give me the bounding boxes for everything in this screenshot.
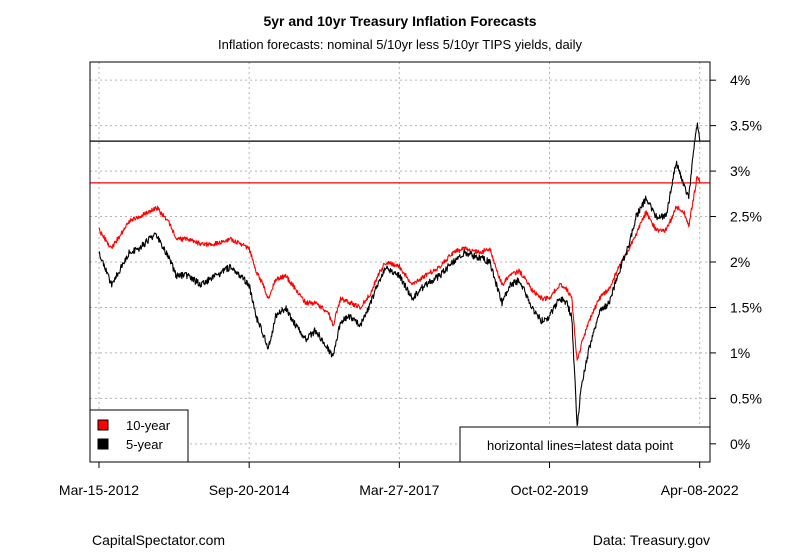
source-left: CapitalSpectator.com (92, 532, 226, 548)
chart-title: 5yr and 10yr Treasury Inflation Forecast… (263, 13, 537, 29)
note-frame (459, 426, 711, 463)
note-text: horizontal lines=latest data point (487, 438, 673, 453)
legend-swatch-5-year (97, 438, 109, 450)
y-tick-label: 3% (730, 163, 750, 179)
legend-label-10-year: 10-year (126, 418, 171, 433)
y-tick-label: 3.5% (730, 118, 762, 134)
y-tick-label: 0% (730, 436, 750, 452)
chart-area: Mar-15-2012 Sep-20-2014 Mar-27-2017 Oct-02-… (59, 61, 762, 498)
chart-legend: 10-year 5-year (89, 409, 189, 463)
x-tick-label: Mar-15-2012 (59, 482, 139, 498)
y-tick-label: 1% (730, 345, 750, 361)
x-tick-label: Apr-08-2022 (661, 482, 739, 498)
series-line-5-year (98, 122, 701, 427)
source-right: Data: Treasury.gov (592, 532, 710, 548)
x-tick-label: Mar-27-2017 (359, 482, 439, 498)
x-tick-label: Oct-02-2019 (511, 482, 589, 498)
chart-subtitle: Inflation forecasts: nominal 5/10yr less… (218, 37, 582, 52)
legend-swatch-10-year (97, 419, 109, 431)
y-tick-label: 2% (730, 254, 750, 270)
legend-box (89, 409, 189, 463)
x-tick-label: Sep-20-2014 (209, 482, 290, 498)
y-tick-label: 1.5% (730, 299, 762, 315)
series-line-10-year (98, 176, 701, 361)
y-tick-label: 4% (730, 72, 750, 88)
note-box: horizontal lines=latest data point (459, 426, 711, 463)
y-tick-label: 0.5% (730, 390, 762, 406)
legend-label-5-year: 5-year (126, 437, 164, 452)
y-tick-label: 2.5% (730, 209, 762, 225)
